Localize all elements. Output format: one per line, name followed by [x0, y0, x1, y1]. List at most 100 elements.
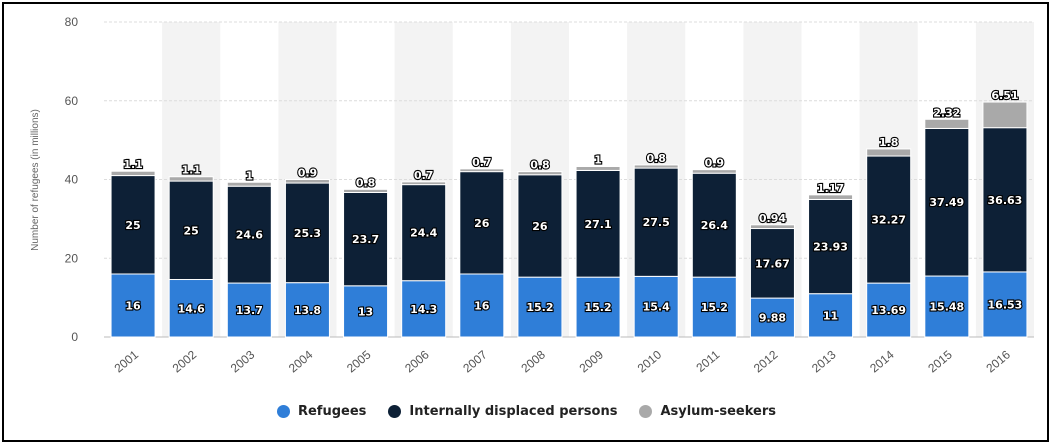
bar-segment — [226, 185, 272, 284]
bar-segment — [924, 118, 970, 129]
data-label: 23.7 — [352, 233, 379, 246]
legend-item[interactable]: Asylum-seekers — [639, 404, 776, 419]
x-tick-label: 2015 — [925, 347, 955, 375]
legend-item[interactable]: Internally displaced persons — [388, 404, 617, 419]
data-label: 1.8 — [879, 136, 899, 149]
data-label: 15.2 — [701, 301, 728, 314]
bar-segment — [982, 127, 1028, 273]
y-tick-label: 80 — [65, 15, 79, 29]
data-label: 1.17 — [817, 182, 844, 195]
data-label: 0.7 — [472, 156, 492, 169]
data-label: 16 — [474, 300, 490, 313]
bar-segment — [866, 282, 912, 338]
x-tick-label: 2016 — [983, 347, 1013, 375]
bar-segment — [808, 198, 854, 295]
bar-segment — [633, 275, 679, 338]
bar-segment — [459, 273, 505, 338]
legend-swatch — [276, 405, 290, 418]
data-label: 16 — [125, 300, 141, 313]
x-tick-label: 2008 — [518, 347, 548, 375]
data-label: 27.1 — [584, 218, 611, 231]
bar-segment — [284, 182, 330, 284]
bar-segment — [982, 101, 1028, 129]
bar-segment — [401, 184, 447, 282]
y-tick-label: 0 — [71, 330, 78, 344]
bar-segment — [808, 194, 854, 200]
data-label: 15.2 — [584, 301, 611, 314]
bar-segment — [110, 175, 156, 275]
data-label: 9.88 — [759, 312, 786, 325]
x-tick-label: 2002 — [170, 347, 200, 375]
data-label: 32.27 — [871, 214, 906, 227]
data-label: 0.9 — [298, 167, 318, 180]
data-label: 0.94 — [759, 212, 786, 225]
data-label: 23.93 — [813, 241, 848, 254]
bar-segment — [110, 273, 156, 338]
data-label: 24.6 — [236, 229, 263, 242]
legend-label: Refugees — [297, 404, 367, 419]
x-tick-label: 2012 — [751, 347, 781, 375]
data-label: 14.6 — [178, 302, 205, 315]
data-label: 0.7 — [414, 169, 434, 182]
bar-segment — [866, 155, 912, 284]
data-label: 0.8 — [356, 176, 376, 189]
bar-segment — [808, 293, 854, 338]
bar-segment — [343, 191, 389, 287]
data-label: 13 — [358, 305, 373, 318]
bar-segment — [401, 181, 447, 186]
data-label: 13.8 — [294, 304, 321, 317]
x-tick-label: 2011 — [693, 347, 722, 375]
data-label: 24.4 — [410, 227, 437, 240]
y-tick-label: 20 — [65, 251, 79, 265]
bar-segment — [633, 164, 679, 169]
data-label: 11 — [823, 309, 838, 322]
data-label: 1.1 — [123, 158, 143, 171]
x-tick-label: 2007 — [460, 347, 490, 375]
bar-segment — [749, 224, 795, 230]
bar-segment — [982, 271, 1028, 338]
data-label: 26.4 — [701, 219, 728, 232]
legend-item[interactable]: Refugees — [276, 404, 367, 419]
x-tick-label: 2001 — [112, 347, 142, 375]
data-label: 15.48 — [929, 301, 964, 314]
y-axis-label: Number of refugees (in millions) — [30, 109, 41, 251]
x-tick-label: 2004 — [286, 347, 316, 375]
bar-segment — [924, 127, 970, 277]
bar-segment — [691, 169, 737, 174]
bar-segment — [691, 276, 737, 338]
y-tick-label: 60 — [65, 94, 79, 108]
data-label: 14.3 — [410, 303, 437, 316]
bar-segment — [284, 179, 330, 184]
bar-segment — [691, 172, 737, 278]
x-tick-label: 2014 — [867, 347, 897, 375]
bar-segment — [343, 188, 389, 193]
bar-segment — [343, 285, 389, 338]
legend-swatch — [388, 405, 402, 418]
data-label: 16.53 — [988, 298, 1023, 311]
x-tick-label: 2005 — [344, 347, 374, 375]
data-label: 1.1 — [181, 164, 201, 177]
stacked-bar-chart: Number of refugees (in millions) 0 20 40 60… — [30, 15, 1034, 375]
data-label: 26 — [474, 217, 490, 230]
bar-segment — [110, 170, 156, 177]
x-tick-label: 2010 — [635, 347, 665, 375]
legend-label: Asylum-seekers — [660, 404, 777, 419]
x-tick-label: 2009 — [577, 347, 607, 375]
data-label: 1 — [245, 169, 253, 182]
data-label: 0.8 — [646, 152, 666, 165]
data-label: 0.8 — [530, 159, 550, 172]
data-label: 26 — [532, 220, 548, 233]
data-label: 17.67 — [755, 257, 790, 270]
x-tick-label: 2003 — [228, 347, 258, 375]
bar-segment — [866, 148, 912, 157]
bar-segment — [168, 176, 214, 182]
bar-segment — [517, 276, 563, 338]
bar-segment — [226, 282, 272, 338]
bar-segment — [168, 180, 214, 281]
data-label: 13.7 — [236, 304, 263, 317]
data-label: 0.9 — [705, 157, 725, 170]
y-tick-label: 40 — [65, 173, 79, 187]
bar-segment — [575, 166, 621, 171]
bar-segment — [401, 280, 447, 338]
data-label: 15.2 — [526, 301, 553, 314]
